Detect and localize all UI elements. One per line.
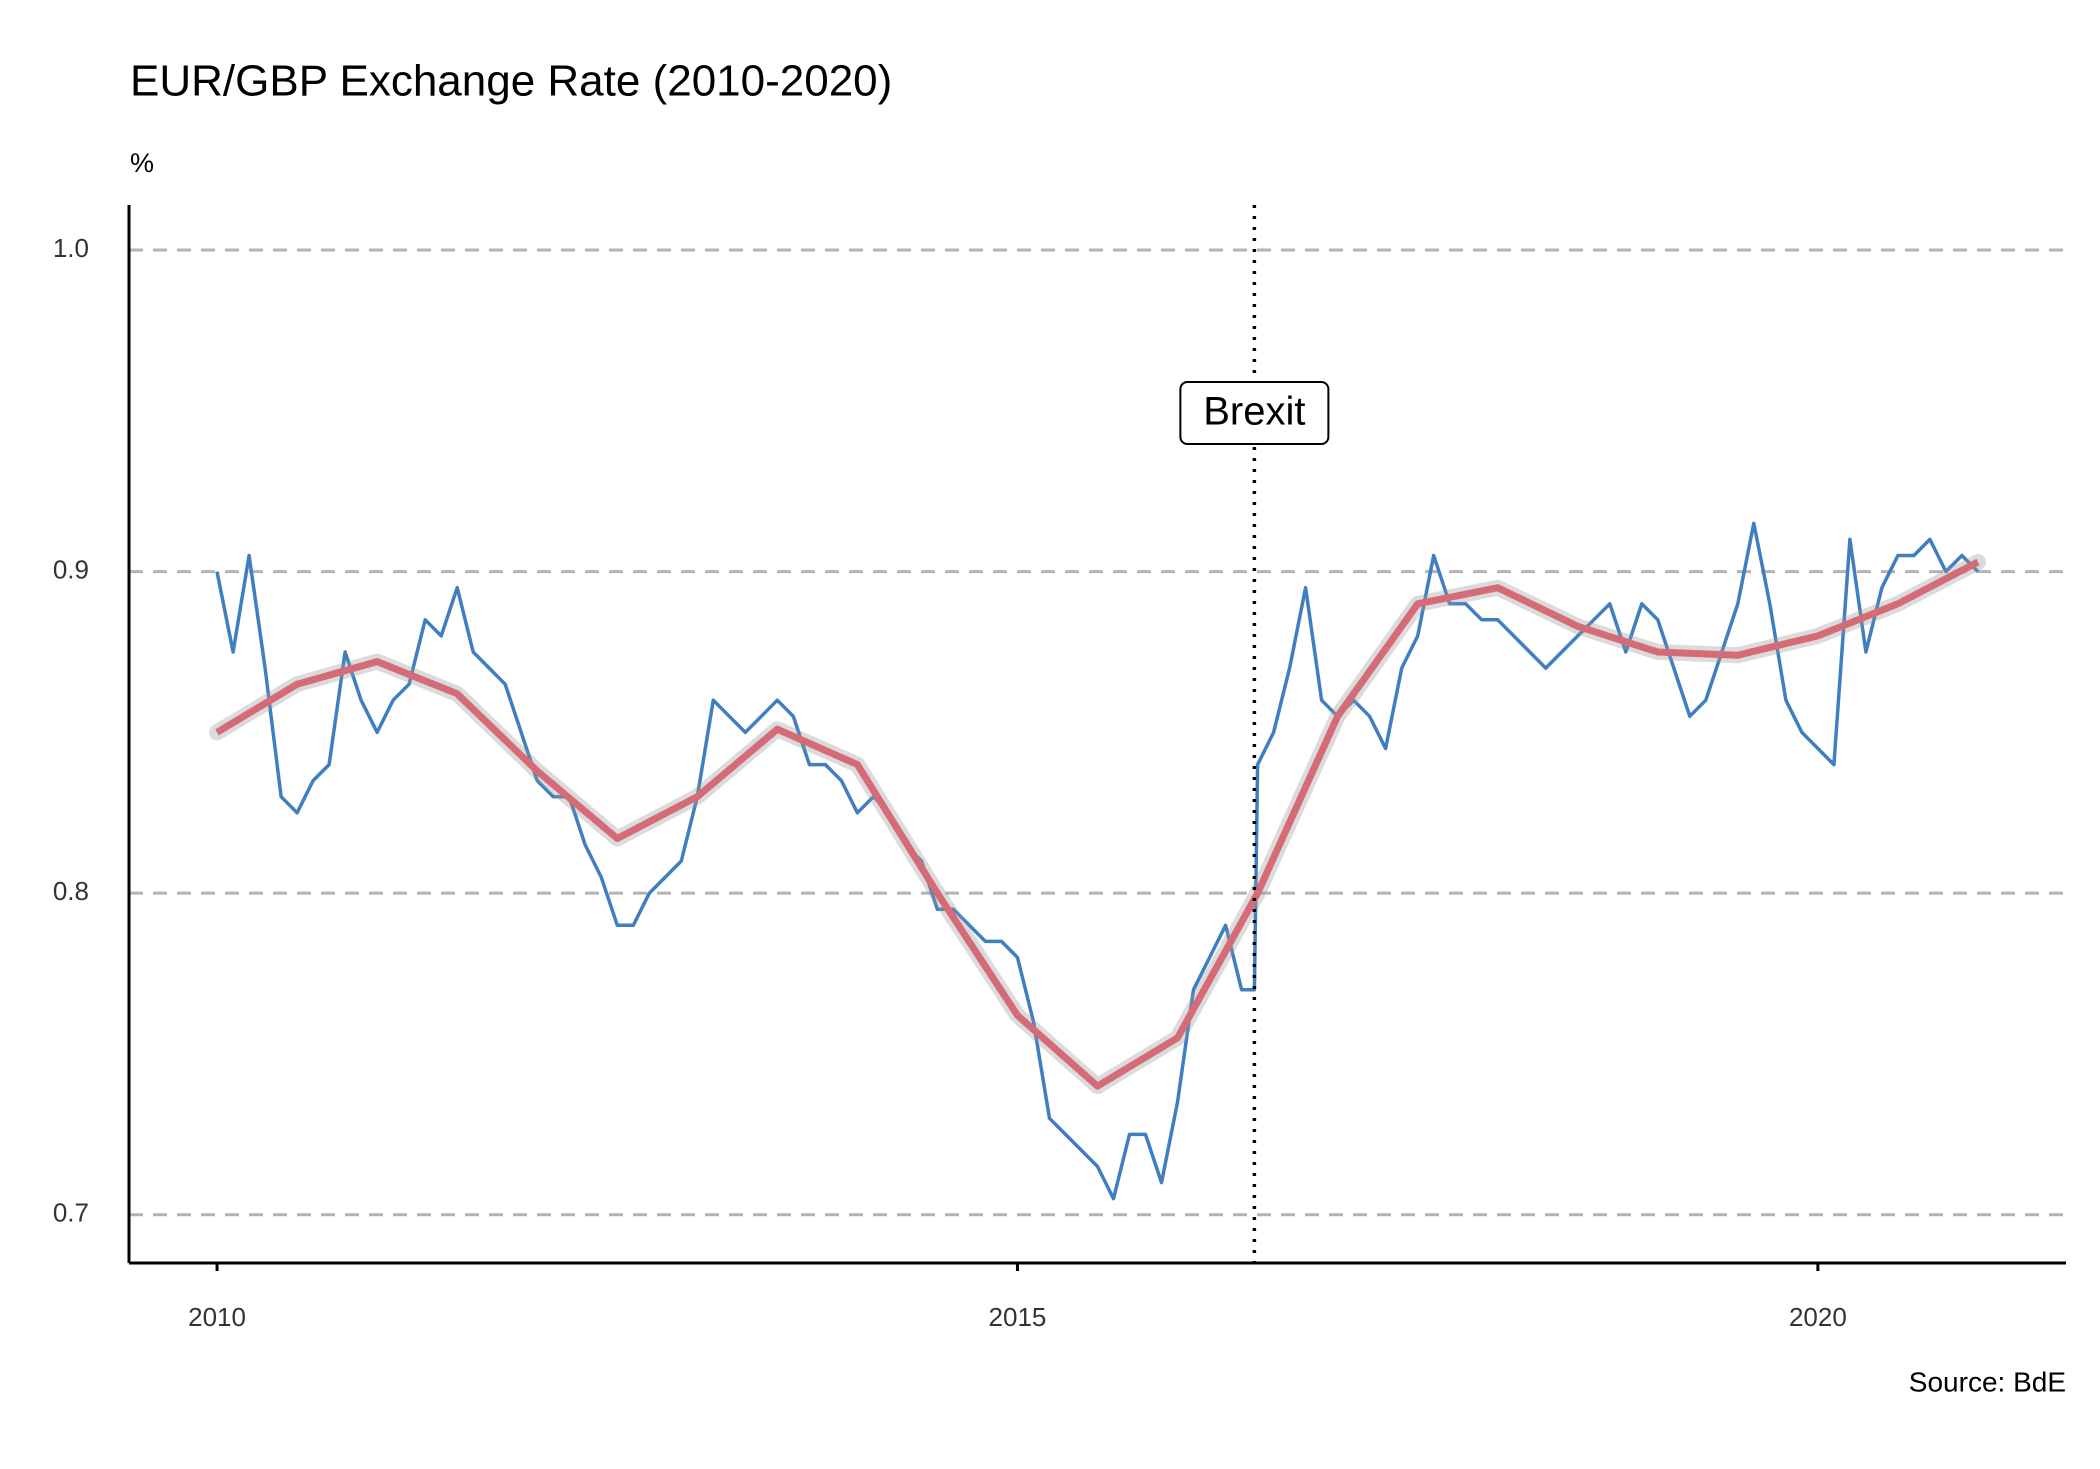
y-tick-label: 0.7 xyxy=(53,1198,89,1228)
chart-title: EUR/GBP Exchange Rate (2010-2020) xyxy=(130,57,892,106)
rate-line xyxy=(215,521,1980,1201)
y-tick-label: 0.9 xyxy=(53,554,89,584)
caption: Source: BdE xyxy=(1909,1366,2066,1397)
y-tick-label: 1.0 xyxy=(53,233,89,263)
annotation-box xyxy=(1179,381,1330,445)
y-axis-label: % xyxy=(130,148,154,178)
x-tick-label: 2010 xyxy=(188,1302,246,1332)
x-tick-label: 2015 xyxy=(989,1302,1047,1332)
annotation-label: Brexit xyxy=(1203,390,1305,434)
smooth-line xyxy=(215,558,1980,1090)
y-tick-label: 0.8 xyxy=(53,876,89,906)
x-tick-label: 2020 xyxy=(1789,1302,1847,1332)
